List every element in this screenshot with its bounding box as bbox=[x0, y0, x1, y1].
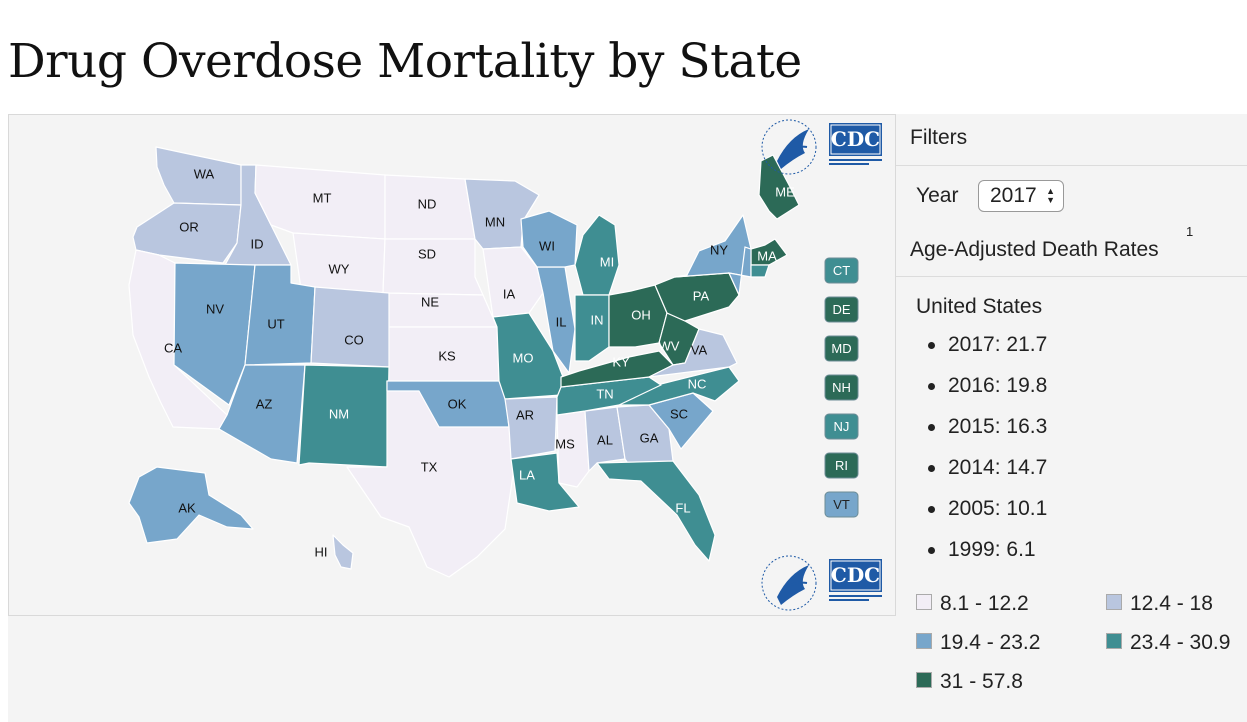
state-in[interactable] bbox=[574, 294, 610, 362]
state-al[interactable] bbox=[584, 406, 626, 472]
state-ms[interactable] bbox=[556, 410, 590, 488]
legend-label: 31 - 57.8 bbox=[940, 670, 1023, 693]
small-state-box-md[interactable]: MD bbox=[824, 335, 859, 362]
legend-label: 12.4 - 18 bbox=[1130, 592, 1213, 615]
legend-swatch bbox=[916, 594, 932, 611]
state-ak[interactable] bbox=[128, 466, 254, 544]
small-state-swatch bbox=[824, 296, 859, 323]
hhs-seal-logo bbox=[761, 119, 817, 175]
state-wi[interactable] bbox=[520, 210, 578, 268]
legend-item: 19.4 - 23.2 bbox=[916, 631, 1040, 655]
rates-footnote[interactable]: 1 bbox=[1186, 224, 1194, 239]
legend-label: 19.4 - 23.2 bbox=[940, 631, 1041, 654]
small-state-swatch bbox=[824, 413, 859, 440]
legend-item: 23.4 - 30.9 bbox=[1106, 631, 1230, 655]
us-rate-item: 2005: 10.1 bbox=[926, 488, 1047, 529]
filter-panel: Filters Year 2017 ▲ ▼ Age-Adjusted Death … bbox=[896, 114, 1247, 722]
svg-text:CDC: CDC bbox=[831, 563, 880, 587]
state-nv[interactable] bbox=[173, 262, 256, 406]
us-rate-item: 1999: 6.1 bbox=[926, 529, 1047, 570]
state-mt[interactable] bbox=[254, 164, 386, 240]
us-rate-item: 2014: 14.7 bbox=[926, 447, 1047, 488]
state-ar[interactable] bbox=[504, 396, 558, 460]
us-rate-item: 2015: 16.3 bbox=[926, 406, 1047, 447]
state-wa[interactable] bbox=[155, 146, 242, 206]
small-state-label: VT bbox=[833, 497, 850, 512]
legend-label: 23.4 - 30.9 bbox=[1130, 631, 1231, 654]
page-title: Drug Overdose Mortality by State bbox=[8, 34, 802, 89]
state-sd[interactable] bbox=[382, 238, 484, 296]
state-la[interactable] bbox=[510, 452, 580, 512]
state-ca[interactable] bbox=[128, 249, 228, 430]
us-rate-item: 2017: 21.7 bbox=[926, 324, 1047, 365]
legend-label: 8.1 - 12.2 bbox=[940, 592, 1029, 615]
small-state-box-ct[interactable]: CT bbox=[824, 257, 859, 284]
small-state-label: CT bbox=[833, 263, 850, 278]
year-label: Year bbox=[916, 184, 959, 207]
legend-item: 8.1 - 12.2 bbox=[916, 592, 1029, 616]
state-nc[interactable] bbox=[618, 366, 740, 406]
state-nm[interactable] bbox=[298, 364, 390, 468]
legend-swatch bbox=[916, 633, 932, 650]
hhs-seal-logo bbox=[761, 555, 817, 611]
legend-swatch bbox=[1106, 633, 1122, 650]
small-state-box-de[interactable]: DE bbox=[824, 296, 859, 323]
svg-text:CDC: CDC bbox=[831, 127, 880, 151]
legend-item: 31 - 57.8 bbox=[916, 670, 1023, 694]
cdc-logo: CDC bbox=[829, 123, 882, 165]
state-ma[interactable] bbox=[750, 238, 788, 266]
small-state-label: MD bbox=[831, 341, 851, 356]
state-ne[interactable] bbox=[382, 292, 498, 328]
state-ks[interactable] bbox=[386, 326, 500, 382]
rates-heading: Age-Adjusted Death Rates bbox=[910, 238, 1159, 261]
divider bbox=[896, 276, 1247, 277]
state-ky[interactable] bbox=[560, 350, 674, 388]
state-ny[interactable] bbox=[674, 214, 752, 278]
small-state-box-nj[interactable]: NJ bbox=[824, 413, 859, 440]
small-state-label: NH bbox=[832, 380, 851, 395]
state-mi[interactable] bbox=[574, 214, 620, 296]
state-fl[interactable] bbox=[596, 460, 716, 562]
map-panel: WA OR ID MT WY ND SD NE KS MN IA CA NV UT AZ CO NM TX OK MO… bbox=[8, 114, 896, 616]
state-oh[interactable] bbox=[608, 284, 668, 348]
state-me[interactable] bbox=[758, 154, 800, 220]
small-state-swatch bbox=[824, 491, 859, 518]
select-arrows-icon: ▲ ▼ bbox=[1046, 186, 1055, 205]
legend-swatch bbox=[916, 672, 932, 689]
small-state-label: RI bbox=[835, 458, 848, 473]
us-choropleth-map: WAORIDMTWYNDSDNEKSMNIACANVUTAZCONMTXOKMO… bbox=[128, 119, 882, 611]
state-small-northeast[interactable] bbox=[750, 264, 770, 278]
small-state-box-ri[interactable]: RI bbox=[824, 452, 859, 479]
cdc-logo: CDC bbox=[829, 559, 882, 601]
state-hi[interactable] bbox=[332, 534, 354, 570]
filters-heading: Filters bbox=[910, 126, 968, 149]
state-wy[interactable] bbox=[292, 232, 386, 294]
small-state-box-vt[interactable]: VT bbox=[824, 491, 859, 518]
small-state-label: DE bbox=[832, 302, 850, 317]
map-footer-area bbox=[8, 616, 896, 722]
small-state-swatch bbox=[824, 257, 859, 284]
us-rates-list: 2017: 21.7 2016: 19.8 2015: 16.3 2014: 1… bbox=[926, 324, 1047, 570]
year-select[interactable]: 2017 ▲ ▼ bbox=[978, 180, 1064, 212]
small-state-swatch bbox=[824, 452, 859, 479]
small-state-swatch bbox=[824, 374, 859, 401]
year-select-value: 2017 bbox=[990, 184, 1037, 207]
state-va[interactable] bbox=[648, 328, 738, 378]
state-nd[interactable] bbox=[384, 174, 476, 240]
us-heading: United States bbox=[916, 295, 1043, 318]
state-label: HI bbox=[315, 544, 328, 559]
us-rate-item: 2016: 19.8 bbox=[926, 365, 1047, 406]
small-state-swatch bbox=[824, 335, 859, 362]
legend-item: 12.4 - 18 bbox=[1106, 592, 1213, 616]
legend-swatch bbox=[1106, 594, 1122, 611]
divider bbox=[896, 165, 1247, 166]
state-co[interactable] bbox=[310, 286, 390, 368]
state-small-northeast[interactable] bbox=[727, 246, 752, 298]
small-state-box-nh[interactable]: NH bbox=[824, 374, 859, 401]
small-state-label: NJ bbox=[834, 419, 850, 434]
state-pa[interactable] bbox=[654, 272, 740, 322]
